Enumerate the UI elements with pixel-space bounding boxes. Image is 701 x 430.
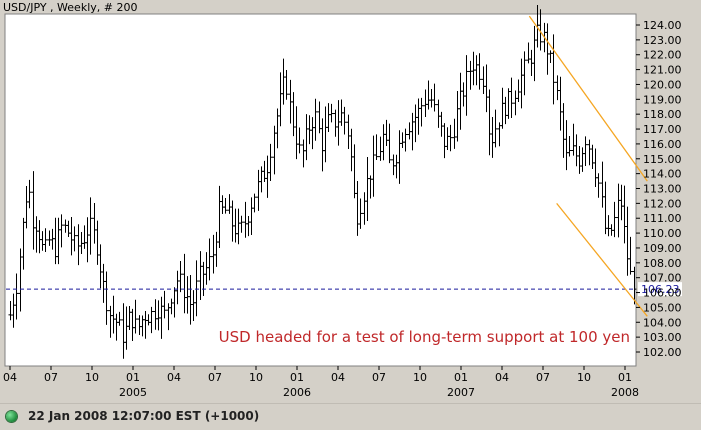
y-tick-label: 112.00: [643, 197, 682, 210]
x-tick-label: 04: [331, 371, 345, 384]
y-tick-label: 106.00: [643, 287, 682, 300]
chart-annotation: USD headed for a test of long-term suppo…: [219, 328, 630, 346]
x-tick-label: 01: [126, 371, 140, 384]
status-timestamp: 22 Jan 2008 12:07:00 EST (+1000): [28, 409, 260, 423]
y-tick-label: 115.00: [643, 153, 682, 166]
y-tick-label: 116.00: [643, 138, 682, 151]
x-tick-label: 04: [3, 371, 17, 384]
y-tick-label: 113.00: [643, 183, 682, 196]
y-tick-label: 108.00: [643, 257, 682, 270]
x-tick-label: 10: [85, 371, 99, 384]
connection-status-icon: [6, 411, 17, 422]
x-axis: 04 07 10 01 04 07 10 01 04 07 10 01 04 07 10 01 2005 2006…: [3, 366, 639, 399]
x-tick-label: 01: [454, 371, 468, 384]
last-price-label: 106.23: [641, 283, 680, 296]
y-tick-label: 105.00: [643, 301, 682, 314]
x-tick-label: 01: [618, 371, 632, 384]
y-tick-label: 118.00: [643, 108, 682, 121]
x-tick-label: 10: [577, 371, 591, 384]
y-tick-label: 123.00: [643, 34, 682, 47]
y-tick-label: 109.00: [643, 242, 682, 255]
y-tick-label: 102.00: [643, 346, 682, 359]
x-year-label: 2008: [611, 386, 639, 399]
y-tick-label: 120.00: [643, 78, 682, 91]
x-tick-label: 07: [208, 371, 222, 384]
last-price-tag: [638, 282, 682, 297]
y-tick-label: 110.00: [643, 227, 682, 240]
x-tick-label: 07: [44, 371, 58, 384]
x-year-label: 2007: [447, 386, 475, 399]
chart-title: USD/JPY , Weekly, # 200: [3, 1, 138, 14]
x-tick-label: 01: [290, 371, 304, 384]
x-year-label: 2005: [119, 386, 147, 399]
y-tick-label: 103.00: [643, 331, 682, 344]
y-tick-label: 124.00: [643, 19, 682, 32]
price-bars: [8, 4, 637, 359]
x-tick-label: 10: [249, 371, 263, 384]
y-tick-label: 122.00: [643, 49, 682, 62]
status-bar: 22 Jan 2008 12:07:00 EST (+1000): [0, 403, 701, 430]
y-tick-label: 119.00: [643, 93, 682, 106]
plot-area: [4, 13, 637, 367]
channel-trendline: [528, 15, 648, 182]
chart-overlay: 106.23: [6, 15, 682, 317]
y-tick-label: 107.00: [643, 272, 682, 285]
x-tick-label: 07: [372, 371, 386, 384]
channel-trendline: [556, 202, 648, 317]
y-tick-label: 117.00: [643, 123, 682, 136]
y-tick-label: 121.00: [643, 64, 682, 77]
x-tick-label: 04: [495, 371, 509, 384]
y-tick-label: 114.00: [643, 168, 682, 181]
y-tick-label: 104.00: [643, 316, 682, 329]
x-tick-label: 10: [413, 371, 427, 384]
x-tick-label: 04: [167, 371, 181, 384]
y-tick-label: 111.00: [643, 212, 682, 225]
x-tick-label: 07: [536, 371, 550, 384]
x-year-label: 2006: [283, 386, 311, 399]
